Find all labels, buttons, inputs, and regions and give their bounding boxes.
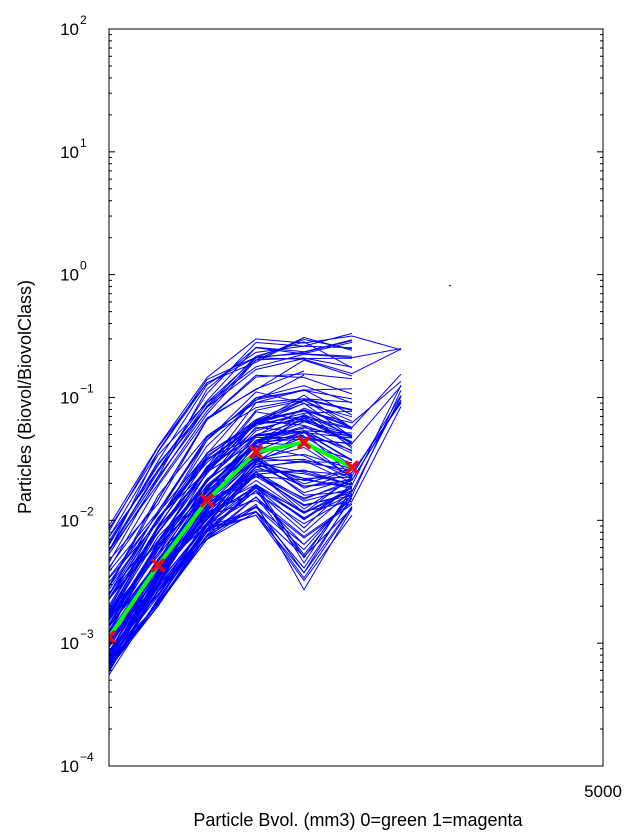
- profile-line: [109, 417, 353, 632]
- profile-line: [109, 357, 353, 552]
- mean-point-marker: [200, 493, 214, 508]
- mean-point-marker: [345, 460, 359, 475]
- profile-line: [109, 338, 353, 532]
- profile-line: [109, 485, 353, 646]
- profile-line: [109, 463, 353, 655]
- profile-line: [109, 348, 402, 551]
- y-tick-exponent: 2: [80, 13, 87, 27]
- y-tick-exponent: −2: [80, 504, 94, 518]
- y-tick-label: 10: [60, 634, 79, 653]
- profile-line: [109, 340, 353, 538]
- profile-line: [109, 495, 353, 664]
- profile-line: [109, 341, 353, 538]
- profile-line: [109, 419, 353, 600]
- x-tick-label: 5000: [584, 782, 622, 801]
- profile-line: [109, 385, 353, 572]
- profile-line: [109, 431, 353, 619]
- profile-line: [109, 445, 353, 652]
- y-tick-label: 10: [60, 511, 79, 530]
- y-tick-exponent: −3: [80, 627, 94, 641]
- profile-line: [109, 506, 353, 667]
- axis-labels: Particles (Biovol/BiovolClass) Particle …: [15, 280, 622, 830]
- y-tick-exponent: 1: [80, 136, 87, 150]
- y-axis-title: Particles (Biovol/BiovolClass): [15, 280, 35, 514]
- y-tick-label: 10: [60, 389, 79, 408]
- profile-line: [109, 505, 353, 670]
- y-tick-exponent: −1: [80, 382, 94, 396]
- profile-line: [109, 332, 353, 546]
- profile-line: [109, 470, 353, 658]
- profile-line: [109, 374, 353, 568]
- profile-line: [109, 489, 353, 672]
- y-tick-label: 10: [60, 266, 79, 285]
- profile-line: [109, 357, 353, 551]
- profile-line: [109, 374, 305, 578]
- profile-line: [109, 389, 353, 583]
- profile-line: [109, 514, 353, 676]
- mean-point-marker: [297, 435, 311, 450]
- plot-area: [109, 284, 452, 676]
- profile-line: [109, 373, 353, 561]
- axes-frame: [108, 28, 604, 767]
- mean-line: [109, 440, 353, 639]
- profile-line: [109, 335, 402, 527]
- profile-line: [109, 426, 353, 617]
- y-tick-exponent: −4: [80, 750, 94, 764]
- y-tick-label: 10: [60, 143, 79, 162]
- y-tick-label: 10: [60, 20, 79, 39]
- profile-line: [109, 402, 402, 640]
- profile-line: [109, 428, 305, 628]
- mean-point-marker: [249, 445, 263, 459]
- profile-line: [109, 496, 305, 666]
- profile-line: [109, 399, 353, 601]
- y-tick-label: 10: [60, 757, 79, 776]
- profile-line: [109, 484, 353, 665]
- profile-line: [109, 359, 353, 570]
- profile-line: [109, 507, 353, 670]
- profile-line: [109, 385, 402, 627]
- profile-line: [109, 336, 353, 530]
- profile-line: [109, 474, 353, 664]
- stray-point: [448, 284, 452, 287]
- y-tick-exponent: 0: [80, 259, 87, 273]
- mean-point-marker: [109, 630, 116, 644]
- profile-line: [109, 492, 353, 669]
- x-axis-title: Particle Bvol. (mm3) 0=green 1=magenta: [193, 810, 523, 830]
- mean-point-marker: [151, 558, 165, 573]
